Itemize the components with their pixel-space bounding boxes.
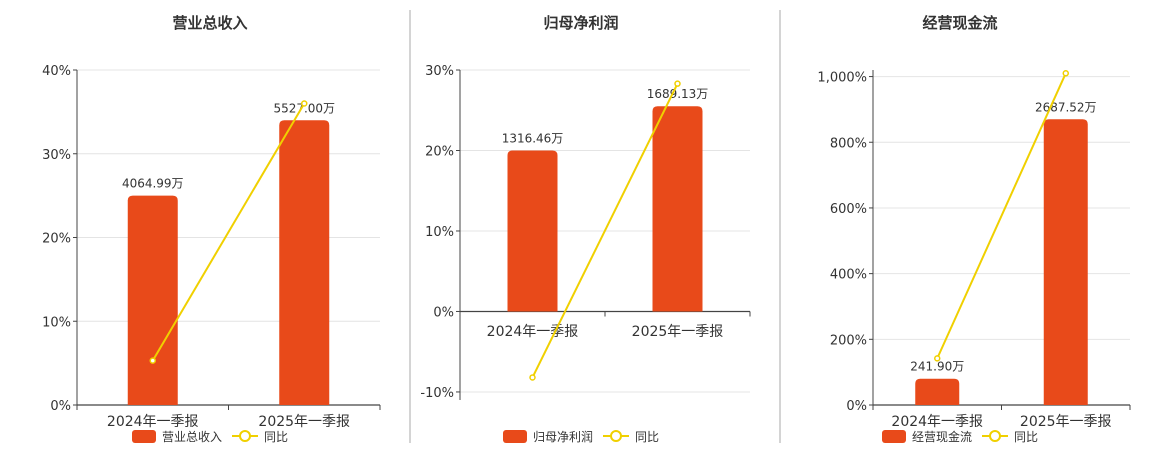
- y-tick-label: 10%: [42, 315, 71, 330]
- bar: [127, 195, 178, 405]
- legend-bar-label: 经营现金流: [912, 429, 972, 444]
- bar: [507, 150, 558, 312]
- bar: [279, 120, 330, 405]
- legend-bar-swatch: [132, 430, 156, 443]
- bar: [652, 106, 703, 312]
- bar-data-label: 1689.13万: [647, 87, 709, 101]
- y-tick-label: 40%: [42, 64, 71, 79]
- legend-line-marker: [989, 430, 1001, 442]
- y-tick-label: 600%: [830, 202, 867, 217]
- x-tick-label: 2025年一季报: [1020, 414, 1112, 430]
- yoy-line: [531, 83, 679, 378]
- yoy-point: [934, 355, 941, 362]
- legend-bar-swatch: [882, 430, 906, 443]
- x-tick-label: 2024年一季报: [891, 414, 983, 430]
- legend-line-marker: [239, 430, 251, 442]
- x-tick-label: 2024年一季报: [487, 324, 579, 340]
- bar-data-label: 4064.99万: [122, 177, 184, 191]
- chart-panel-3: 经营现金流 0% 200% 400% 600% 800% 1,000% 2024年一季报 202…: [817, 14, 1131, 444]
- legend-bar-swatch: [503, 430, 527, 443]
- y-tick-label: 30%: [42, 148, 71, 163]
- y-tick-label: -10%: [420, 386, 454, 401]
- chart-title: 归母净利润: [543, 14, 618, 32]
- bar-data-label: 2687.52万: [1035, 100, 1097, 114]
- y-tick-label: 20%: [425, 144, 454, 159]
- legend-bar-label: 归母净利润: [533, 430, 593, 444]
- legend-bar-label: 营业总收入: [162, 430, 222, 444]
- y-tick-label: 1,000%: [817, 71, 867, 86]
- chart-panel-2: 归母净利润 -10% 0% 10% 20% 30% 2024年一季报 2025年一季报 1316…: [420, 14, 751, 444]
- bar-data-label: 5527.00万: [273, 101, 335, 115]
- y-tick-label: 0%: [50, 399, 71, 414]
- y-tick-label: 800%: [830, 136, 867, 151]
- yoy-point: [1062, 70, 1069, 77]
- x-tick-label: 2025年一季报: [632, 324, 724, 340]
- y-tick-label: 30%: [425, 64, 454, 79]
- yoy-point: [529, 374, 536, 381]
- x-tick-label: 2024年一季报: [107, 414, 199, 430]
- y-tick-label: 0%: [433, 305, 454, 320]
- yoy-point: [149, 357, 156, 364]
- chart-title: 经营现金流: [922, 14, 997, 32]
- bar-data-label: 1316.46万: [502, 131, 564, 145]
- bar: [915, 378, 960, 405]
- chart-panel-1: 营业总收入 0% 10% 20% 30% 40% 2024年一季报 2025年一季报 4064.…: [42, 14, 381, 444]
- legend-line-marker: [610, 430, 622, 442]
- bar-data-label: 241.90万: [910, 360, 964, 374]
- legend-line-label: 同比: [1014, 430, 1038, 444]
- yoy-point: [674, 80, 681, 87]
- y-tick-label: 10%: [425, 225, 454, 240]
- y-tick-label: 200%: [830, 333, 867, 348]
- y-tick-label: 0%: [846, 399, 867, 414]
- yoy-point: [301, 100, 308, 107]
- x-tick-label: 2025年一季报: [258, 414, 350, 430]
- legend-line-label: 同比: [264, 430, 288, 444]
- y-tick-label: 400%: [830, 268, 867, 283]
- yoy-line: [151, 102, 306, 362]
- y-tick-label: 20%: [42, 232, 71, 247]
- legend-line-label: 同比: [635, 430, 659, 444]
- yoy-line: [936, 72, 1067, 359]
- bar: [1043, 119, 1088, 405]
- chart-title: 营业总收入: [172, 14, 247, 32]
